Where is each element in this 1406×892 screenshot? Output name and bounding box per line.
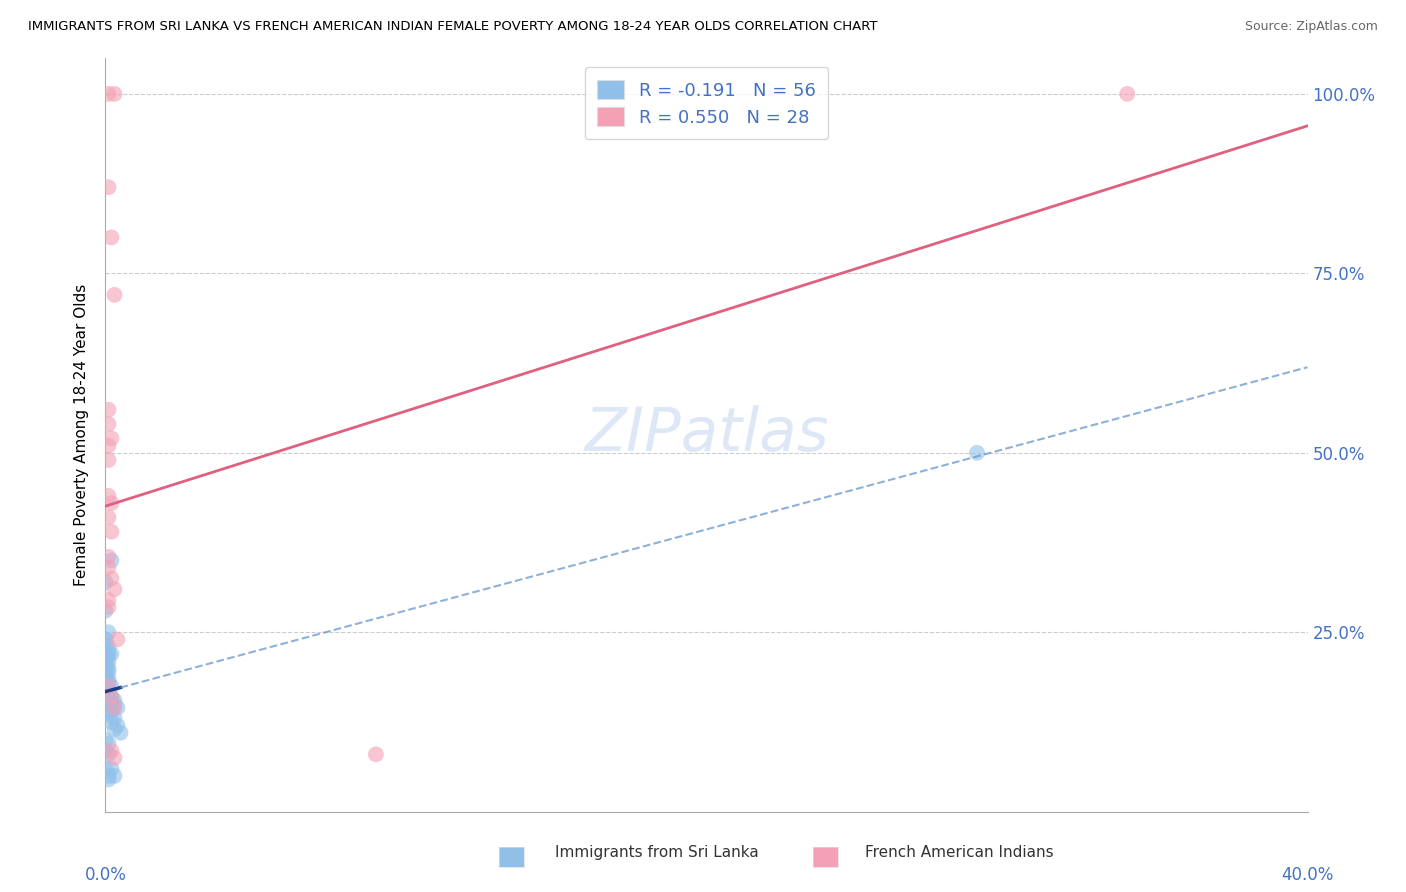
Point: [100, 744, 122, 758]
Point: [97, 640, 120, 654]
Point: [103, 751, 125, 765]
Text: 40.0%: 40.0%: [1281, 865, 1334, 884]
Point: [97, 402, 120, 417]
Point: [97, 769, 120, 783]
Point: [100, 571, 122, 585]
Point: [97, 600, 120, 615]
Text: Immigrants from Sri Lanka: Immigrants from Sri Lanka: [555, 846, 759, 860]
Point: [97, 647, 120, 661]
Point: [94, 733, 117, 747]
Point: [103, 698, 125, 713]
Point: [97, 593, 120, 607]
Point: [97, 654, 120, 668]
Point: [364, 747, 387, 762]
Point: [103, 722, 125, 736]
Point: [97, 560, 120, 574]
Point: [97, 180, 120, 194]
Point: [94, 672, 117, 686]
Point: [97, 549, 120, 564]
Point: [107, 700, 129, 714]
Point: [103, 769, 125, 783]
Point: [100, 697, 122, 711]
Point: [100, 762, 122, 776]
Point: [94, 661, 117, 675]
Point: [94, 686, 117, 700]
Point: [94, 668, 117, 682]
Point: [94, 679, 117, 693]
Point: [103, 582, 125, 597]
Point: [97, 704, 120, 718]
Point: [100, 679, 122, 693]
Point: [103, 700, 125, 714]
Point: [97, 665, 120, 679]
Point: [97, 489, 120, 503]
Point: [94, 675, 117, 690]
Point: [97, 682, 120, 697]
Point: [97, 707, 120, 722]
Point: [94, 632, 117, 647]
Point: [103, 711, 125, 725]
Point: [100, 690, 122, 704]
Point: [94, 604, 117, 618]
Point: [97, 453, 120, 467]
Point: [94, 693, 117, 707]
Point: [103, 693, 125, 707]
Point: [97, 679, 120, 693]
Point: [100, 432, 122, 446]
Point: [100, 524, 122, 539]
Point: [94, 574, 117, 589]
Text: IMMIGRANTS FROM SRI LANKA VS FRENCH AMERICAN INDIAN FEMALE POVERTY AMONG 18-24 Y: IMMIGRANTS FROM SRI LANKA VS FRENCH AMER…: [28, 20, 877, 33]
Point: [97, 675, 120, 690]
Point: [97, 439, 120, 453]
Point: [110, 725, 132, 739]
Point: [103, 87, 125, 101]
Point: [100, 647, 122, 661]
Point: [97, 737, 120, 751]
Point: [100, 496, 122, 510]
Point: [97, 693, 120, 707]
Text: French American Indians: French American Indians: [865, 846, 1053, 860]
Point: [966, 446, 988, 460]
Point: [100, 553, 122, 567]
Point: [107, 632, 129, 647]
Point: [94, 640, 117, 654]
Point: [94, 661, 117, 675]
Point: [94, 762, 117, 776]
Point: [103, 288, 125, 302]
Point: [97, 87, 120, 101]
Point: [100, 704, 122, 718]
Point: [97, 647, 120, 661]
Point: [94, 647, 117, 661]
Legend: R = -0.191   N = 56, R = 0.550   N = 28: R = -0.191 N = 56, R = 0.550 N = 28: [585, 67, 828, 139]
Point: [97, 510, 120, 524]
Point: [97, 417, 120, 431]
Text: 0.0%: 0.0%: [84, 865, 127, 884]
Point: [97, 661, 120, 675]
Point: [100, 230, 122, 244]
Text: Source: ZipAtlas.com: Source: ZipAtlas.com: [1244, 20, 1378, 33]
Point: [97, 747, 120, 762]
Point: [94, 654, 117, 668]
Point: [97, 625, 120, 640]
Point: [94, 697, 117, 711]
Point: [94, 632, 117, 647]
Point: [97, 686, 120, 700]
Point: [107, 718, 129, 732]
Y-axis label: Female Poverty Among 18-24 Year Olds: Female Poverty Among 18-24 Year Olds: [75, 284, 90, 586]
Point: [1116, 87, 1139, 101]
Point: [94, 744, 117, 758]
Point: [94, 665, 117, 679]
Text: ZIPatlas: ZIPatlas: [585, 405, 828, 465]
Point: [97, 772, 120, 787]
Point: [97, 672, 120, 686]
Point: [100, 690, 122, 704]
Point: [100, 714, 122, 729]
Point: [94, 654, 117, 668]
